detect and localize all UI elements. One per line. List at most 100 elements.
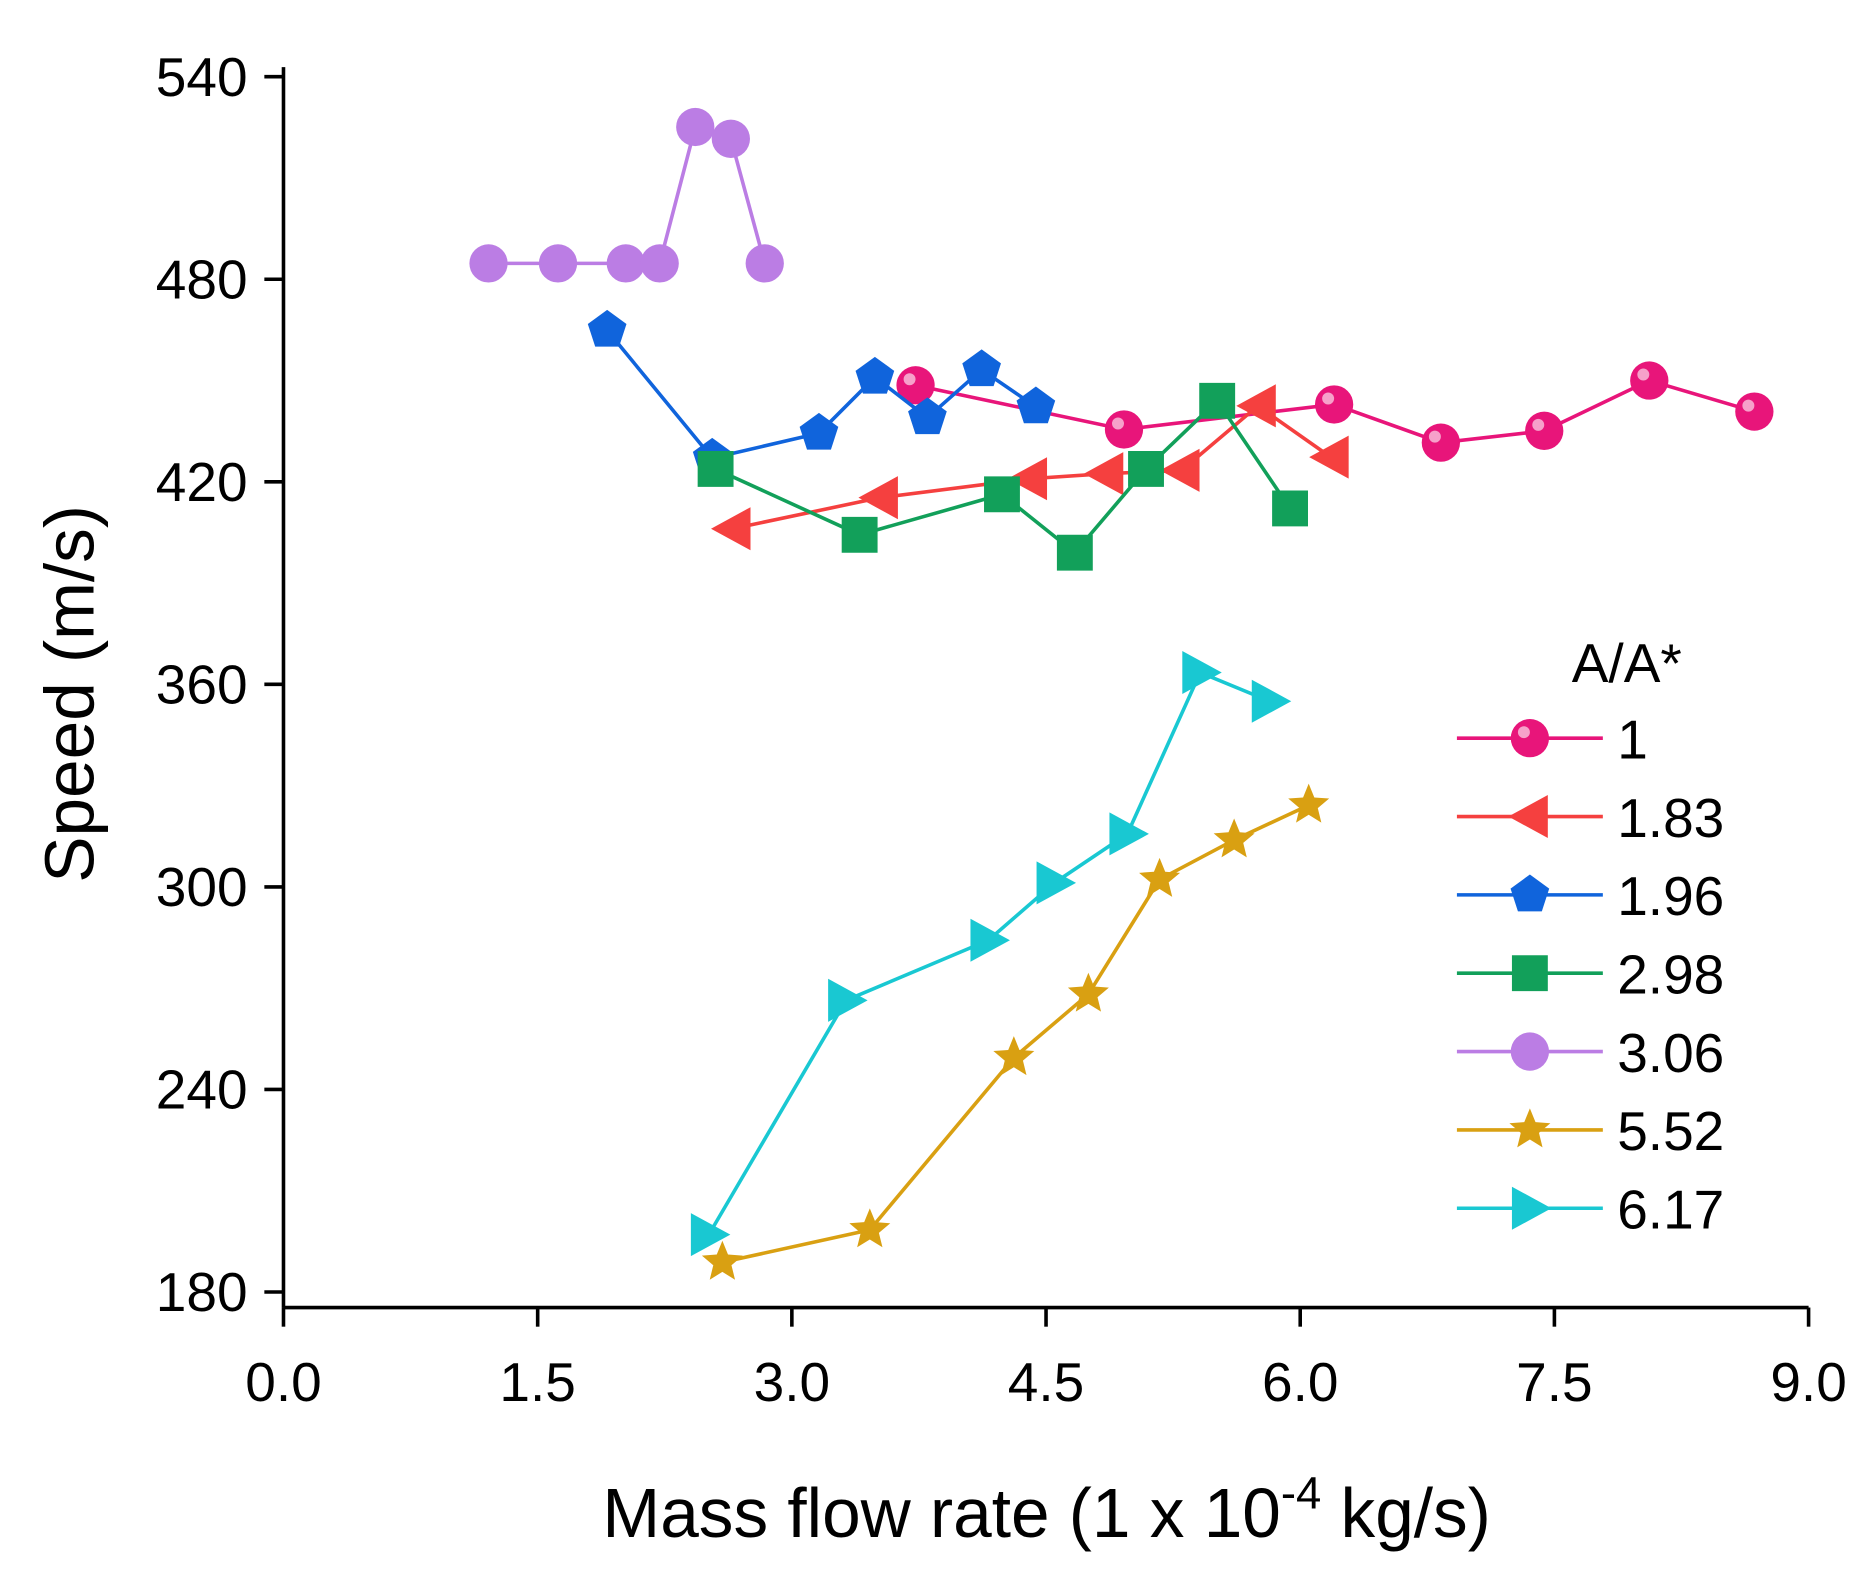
legend-marker (1509, 1108, 1551, 1148)
data-point (697, 451, 734, 487)
legend-item: 1.83 (1456, 787, 1724, 849)
legend-marker-highlight (1517, 726, 1530, 739)
data-point (1139, 857, 1181, 897)
data-point (745, 244, 784, 283)
legend-title: A/A* (1572, 632, 1682, 694)
legend-marker (1510, 719, 1550, 758)
legend-item: 1 (1456, 709, 1648, 771)
data-point (606, 244, 645, 283)
data-point (1272, 490, 1308, 527)
data-point (1525, 411, 1564, 450)
data-point (849, 1208, 891, 1248)
series-1-83 (711, 384, 1349, 551)
legend-label: 3.06 (1617, 1022, 1724, 1084)
data-point (908, 397, 947, 435)
legend-label: 1.96 (1617, 865, 1724, 927)
series-5-52 (701, 783, 1330, 1280)
data-point (841, 516, 878, 553)
legend-item: 1.96 (1456, 865, 1724, 927)
data-point (1109, 812, 1149, 856)
data-point (1735, 392, 1774, 431)
x-tick-label: 1.5 (499, 1351, 575, 1413)
data-point (984, 476, 1020, 513)
series-line (721, 803, 1310, 1265)
y-tick-label: 360 (156, 653, 248, 715)
series-6-17 (690, 651, 1292, 1257)
series-1-96 (587, 309, 1056, 475)
data-point (828, 978, 868, 1022)
y-tick-label: 180 (156, 1261, 248, 1323)
series-2-98 (697, 382, 1308, 571)
y-tick-label: 480 (156, 248, 248, 310)
data-point (640, 244, 679, 283)
legend-item: 3.06 (1456, 1022, 1724, 1084)
legend-label: 5.52 (1617, 1100, 1724, 1162)
data-point (1160, 448, 1200, 492)
legend-item: 5.52 (1456, 1100, 1724, 1162)
data-point (701, 1240, 743, 1280)
data-point (1421, 423, 1461, 462)
data-point (469, 244, 508, 283)
data-point (1036, 861, 1077, 905)
data-point (1251, 679, 1292, 723)
data-point (993, 1036, 1035, 1076)
y-tick-label: 240 (156, 1059, 248, 1121)
legend-marker (1508, 794, 1548, 839)
series-1 (896, 361, 1774, 462)
legend-marker (1510, 1032, 1550, 1071)
data-point (1083, 452, 1124, 496)
data-point (1236, 384, 1276, 428)
legend-label: 6.17 (1617, 1179, 1724, 1241)
data-point (970, 918, 1010, 962)
data-point-highlight (1112, 417, 1124, 430)
data-point-highlight (1532, 418, 1545, 431)
legend-item: 6.17 (1456, 1179, 1724, 1241)
series-layer (469, 107, 1774, 1280)
axes: 0.0 1.5 3.0 4.5 6.0 7.5 9.0 180 240 300 360 420 480 5… (156, 46, 1847, 1413)
data-point (855, 356, 895, 394)
data-point (962, 349, 1001, 387)
data-point (1056, 534, 1093, 571)
y-axis-label: Speed (m/s) (30, 505, 108, 883)
data-point (690, 1213, 731, 1257)
x-tick-label: 4.5 (1008, 1351, 1084, 1413)
legend-label: 1.83 (1617, 787, 1724, 849)
legend-label: 2.98 (1617, 944, 1724, 1006)
data-point (1199, 382, 1236, 419)
data-point (1007, 457, 1048, 501)
data-point (1182, 651, 1222, 695)
x-tick-label: 3.0 (754, 1351, 830, 1413)
legend-label: 1 (1617, 709, 1648, 771)
x-axis-label: Mass flow rate (1 x 10-4 kg/s) (602, 1467, 1490, 1552)
data-point (1213, 818, 1255, 858)
y-tick-label: 540 (156, 46, 248, 108)
data-point-highlight (903, 373, 916, 386)
data-point (711, 507, 751, 551)
data-point (1016, 386, 1056, 424)
data-point-highlight (1428, 430, 1441, 443)
data-point (1067, 972, 1109, 1012)
legend-marker (1510, 874, 1550, 912)
y-tick-label: 300 (156, 856, 248, 918)
data-point (1314, 385, 1354, 424)
data-point (858, 476, 898, 520)
data-point (1128, 451, 1164, 487)
data-point (1104, 410, 1144, 449)
x-tick-label: 0.0 (245, 1351, 321, 1413)
data-point-highlight (1742, 399, 1755, 412)
x-tick-label: 7.5 (1516, 1351, 1592, 1413)
series-line (707, 670, 1271, 1236)
data-point-highlight (1322, 392, 1335, 405)
legend-marker (1511, 955, 1548, 992)
data-point (587, 309, 627, 347)
data-point (799, 412, 839, 450)
legend-item: 2.98 (1456, 944, 1724, 1006)
data-point (676, 107, 715, 147)
data-point-highlight (1637, 368, 1650, 381)
data-point (1630, 361, 1669, 400)
legend-marker (1511, 1186, 1552, 1230)
legend: A/A* 1 1.83 1.96 2.98 3.06 5.52 6.17 (1456, 632, 1724, 1241)
data-point (711, 119, 750, 158)
data-point (538, 244, 578, 283)
